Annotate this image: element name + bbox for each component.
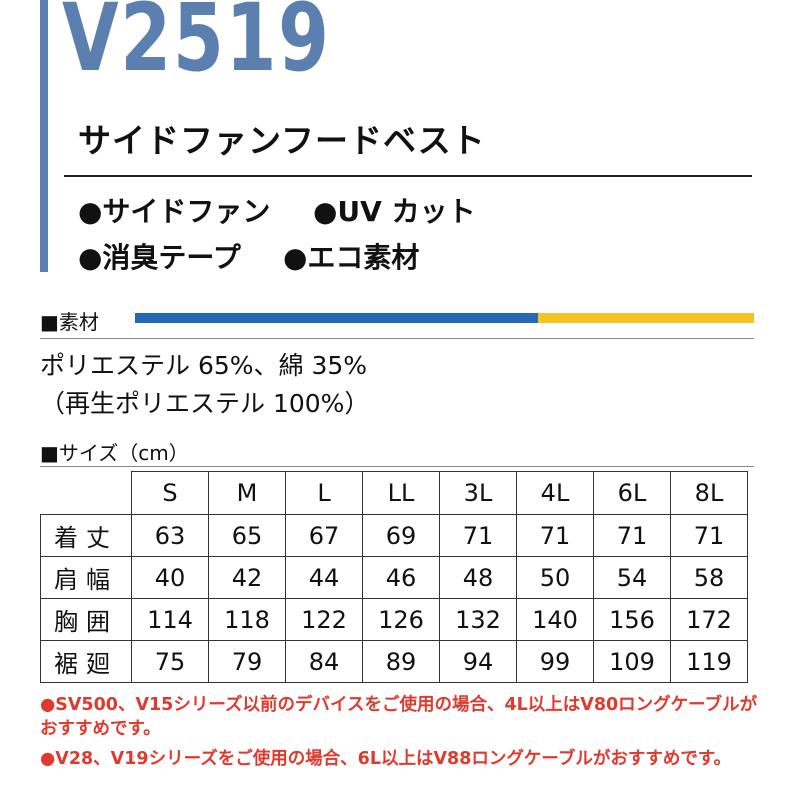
- table-cell: 109: [593, 640, 671, 683]
- table-cell: 99: [516, 640, 594, 683]
- table-cell: 44: [285, 556, 363, 599]
- table-cell: 50: [516, 556, 594, 599]
- row-label-hem: 裾廻: [40, 640, 132, 683]
- table-cell: 71: [670, 514, 748, 557]
- feature-uv-cut: ●UV カット: [313, 195, 476, 228]
- table-cell: 122: [285, 598, 363, 641]
- size-col-6l: 6L: [593, 471, 671, 515]
- size-col-ll: LL: [362, 471, 440, 515]
- feature-deodorant-tape: ●消臭テープ: [78, 241, 241, 274]
- table-cell: 114: [131, 598, 209, 641]
- table-cell: 89: [362, 640, 440, 683]
- table-cell: 54: [593, 556, 671, 599]
- table-cell: 46: [362, 556, 440, 599]
- table-cell: 94: [439, 640, 517, 683]
- corner-cell: [40, 471, 132, 515]
- note-v80-cable: ●SV500、V15シリーズ以前のデバイスをご使用の場合、4L以上はV80ロング…: [40, 695, 758, 739]
- table-cell: 71: [439, 514, 517, 557]
- size-divider: [40, 466, 754, 467]
- table-cell: 126: [362, 598, 440, 641]
- table-cell: 71: [593, 514, 671, 557]
- table-cell: 58: [670, 556, 748, 599]
- material-label: ■素材: [40, 310, 99, 334]
- material-bar-cotton: [538, 313, 754, 323]
- table-row: 裾廻 75 79 84 89 94 99 109 119: [40, 640, 748, 683]
- material-recycled: （再生ポリエステル 100%）: [40, 389, 370, 418]
- table-cell: 40: [131, 556, 209, 599]
- accent-bar: [40, 0, 48, 272]
- row-label-chest: 胸囲: [40, 598, 132, 641]
- table-cell: 75: [131, 640, 209, 683]
- size-col-3l: 3L: [439, 471, 517, 515]
- model-number: V2519: [62, 0, 331, 93]
- size-col-4l: 4L: [516, 471, 594, 515]
- table-cell: 119: [670, 640, 748, 683]
- material-composition: ポリエステル 65%、綿 35%: [40, 351, 368, 380]
- size-col-s: S: [131, 471, 209, 515]
- table-cell: 156: [593, 598, 671, 641]
- material-divider: [40, 338, 754, 339]
- table-cell: 71: [516, 514, 594, 557]
- table-cell: 118: [208, 598, 286, 641]
- size-col-8l: 8L: [670, 471, 748, 515]
- table-cell: 67: [285, 514, 363, 557]
- table-cell: 140: [516, 598, 594, 641]
- size-col-m: M: [208, 471, 286, 515]
- table-row: 肩幅 40 42 44 46 48 50 54 58: [40, 556, 748, 599]
- table-row: 着丈 63 65 67 69 71 71 71 71: [40, 514, 748, 557]
- table-cell: 69: [362, 514, 440, 557]
- size-label: ■サイズ（cm）: [40, 441, 189, 465]
- feature-eco-material: ●エコ素材: [283, 241, 420, 274]
- table-cell: 48: [439, 556, 517, 599]
- material-bar-polyester: [135, 313, 538, 323]
- table-cell: 79: [208, 640, 286, 683]
- title-divider: [64, 175, 752, 177]
- table-cell: 42: [208, 556, 286, 599]
- table-cell: 172: [670, 598, 748, 641]
- table-cell: 65: [208, 514, 286, 557]
- table-cell: 63: [131, 514, 209, 557]
- note-v88-cable: ●V28、V19シリーズをご使用の場合、6L以上はV88ロングケーブルがおすすめ…: [40, 749, 732, 769]
- feature-side-fan: ●サイドファン: [78, 195, 271, 228]
- size-table: S M L LL 3L 4L 6L 8L 着丈 63 65 67 69 71 7…: [40, 471, 748, 683]
- row-label-length: 着丈: [40, 514, 132, 557]
- table-cell: 84: [285, 640, 363, 683]
- size-col-l: L: [285, 471, 363, 515]
- table-cell: 132: [439, 598, 517, 641]
- row-label-shoulder: 肩幅: [40, 556, 132, 599]
- size-header-row: S M L LL 3L 4L 6L 8L: [40, 471, 748, 515]
- table-row: 胸囲 114 118 122 126 132 140 156 172: [40, 598, 748, 641]
- product-name: サイドファンフードベスト: [78, 121, 486, 160]
